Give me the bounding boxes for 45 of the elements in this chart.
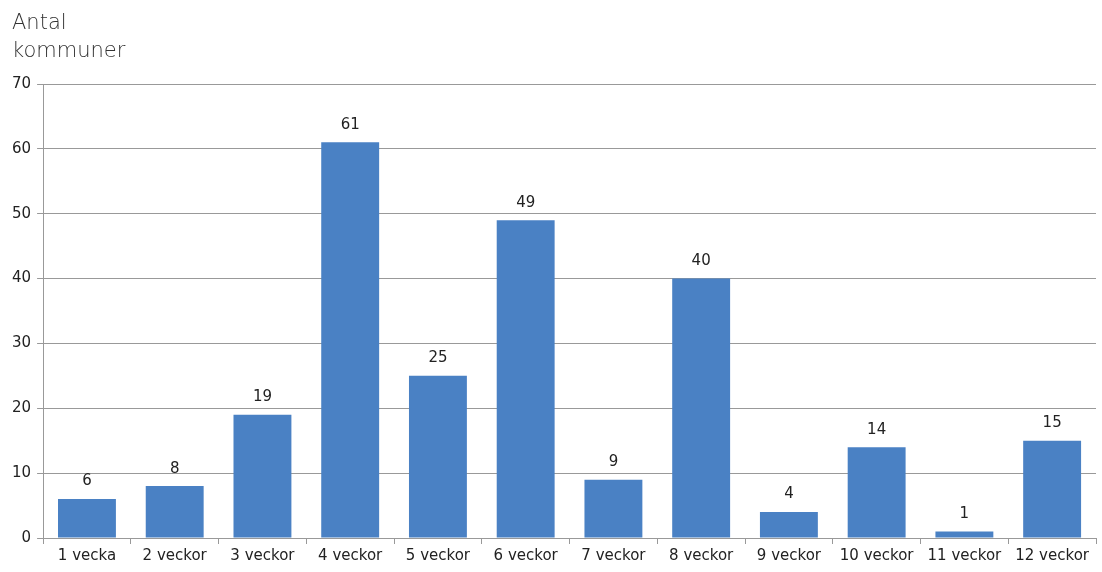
x-tick-label: 6 veckor [493,545,559,564]
bar [672,278,731,538]
bar [584,479,643,538]
bar [935,531,994,538]
y-axis-title: Antal kommuner [12,9,127,64]
x-tick-label: 9 veckor [756,545,822,564]
data-label: 8 [169,458,180,477]
y-tick-label: 10 [11,463,32,482]
data-label: 61 [340,114,360,133]
x-tick-label: 12 veckor [1015,545,1090,564]
x-tick-label: 3 veckor [230,545,296,564]
y-tick-label: 20 [11,398,32,417]
data-label: 49 [516,192,536,211]
data-label: 9 [608,452,619,471]
bar [1023,440,1082,538]
bar [759,512,818,538]
x-tick-label: 11 veckor [927,545,1003,564]
x-tick-label: 5 veckor [405,545,471,564]
data-label: 14 [867,419,887,438]
x-tick-label: 7 veckor [581,545,647,564]
bar [145,486,204,538]
x-tick-label: 4 veckor [318,545,384,564]
y-tick-label: 0 [21,527,32,546]
bar [496,220,555,538]
x-tick-label: 1 vecka [57,545,117,564]
bar [408,375,467,538]
data-label: 40 [691,250,711,269]
y-tick-label: 40 [11,268,32,287]
bar [321,142,380,538]
y-tick-label: 30 [11,333,32,352]
data-label: 25 [428,348,448,367]
data-label: 6 [82,471,92,490]
data-label: 1 [959,503,970,522]
data-label: 19 [252,387,272,406]
y-tick-label: 60 [11,138,32,157]
data-label: 15 [1042,413,1062,432]
x-tick-label: 8 veckor [669,545,735,564]
bar [847,447,906,538]
data-label: 4 [784,484,794,503]
x-tick-label: 10 veckor [839,545,915,564]
y-tick-label: 70 [11,73,32,92]
x-tick-label: 2 veckor [142,545,208,564]
bar [233,414,292,538]
y-tick-label: 50 [11,203,32,222]
bar [58,499,116,538]
